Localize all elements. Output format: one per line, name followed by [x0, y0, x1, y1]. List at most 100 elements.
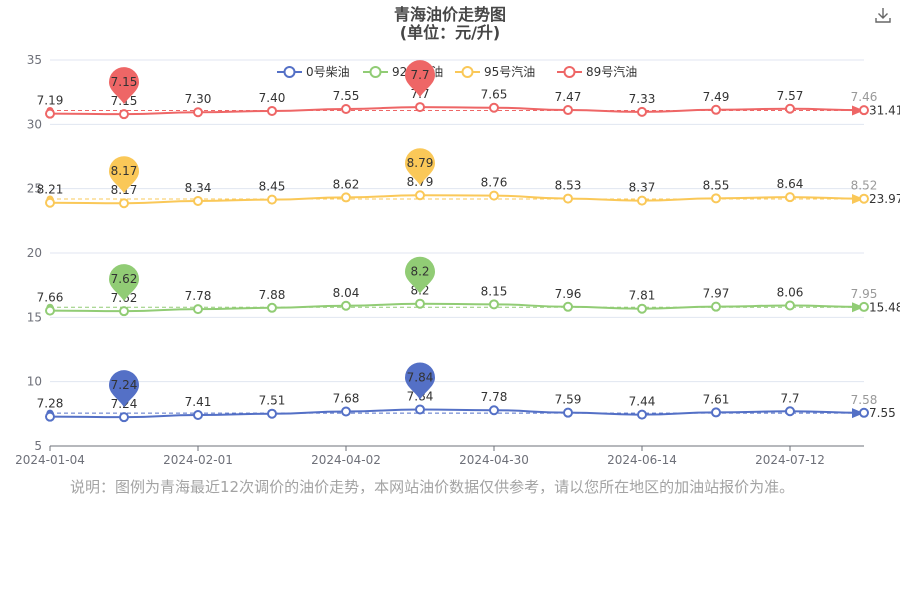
data-label: 7.44 — [629, 395, 656, 409]
data-label: 7.61 — [703, 392, 730, 406]
data-label: 8.64 — [777, 177, 804, 191]
legend-item-0[interactable]: 0号柴油 — [277, 65, 350, 79]
pin-label: 7.7 — [410, 68, 429, 82]
legend-item-2[interactable]: 95号汽油 — [455, 64, 535, 79]
x-tick-label: 2024-02-01 — [163, 453, 233, 467]
download-icon[interactable] — [874, 6, 892, 24]
data-point[interactable] — [415, 102, 425, 113]
data-label: 7.55 — [333, 89, 360, 103]
series-line — [49, 194, 865, 205]
data-point[interactable] — [859, 193, 869, 204]
data-point[interactable] — [341, 192, 351, 203]
data-label: 7.41 — [185, 395, 212, 409]
legend-item-3[interactable]: 89号汽油 — [557, 64, 637, 79]
data-point[interactable] — [267, 408, 277, 419]
legend-marker — [283, 66, 296, 78]
data-label: 7.81 — [629, 289, 656, 303]
data-label: 7.33 — [629, 92, 656, 106]
data-point[interactable] — [119, 412, 129, 423]
data-point[interactable] — [859, 301, 869, 312]
y-tick-label: 30 — [27, 117, 42, 131]
chart-title: 青海油价走势图 — [394, 5, 506, 24]
data-point[interactable] — [341, 406, 351, 417]
data-point[interactable] — [563, 193, 573, 204]
series-2: 23.97 8.21 8.17 8.34 8.45 8.62 8.79 8.76 8.53 8.3… — [37, 148, 900, 209]
data-point[interactable] — [711, 407, 721, 418]
average-arrow — [852, 302, 864, 313]
data-label: 8.04 — [333, 286, 360, 300]
data-label: 8.15 — [481, 284, 508, 298]
data-point[interactable] — [267, 302, 277, 313]
data-point[interactable] — [711, 193, 721, 204]
data-point[interactable] — [489, 190, 499, 201]
data-point[interactable] — [711, 104, 721, 115]
data-point[interactable] — [341, 300, 351, 311]
data-point[interactable] — [119, 306, 129, 317]
data-point[interactable] — [785, 300, 795, 311]
data-label: 7.40 — [259, 91, 286, 105]
data-label: 8.06 — [777, 285, 804, 299]
data-point[interactable] — [45, 411, 55, 422]
series-3: 31.41 7.19 7.15 7.30 7.40 7.55 7.7 7.65 7.47 7.33… — [37, 60, 900, 120]
data-point[interactable] — [489, 299, 499, 310]
data-label: 7.47 — [555, 90, 582, 104]
average-arrow — [852, 408, 864, 419]
data-point[interactable] — [637, 106, 647, 117]
data-point[interactable] — [637, 409, 647, 420]
data-point[interactable] — [415, 190, 425, 201]
data-point[interactable] — [563, 407, 573, 418]
data-label: 8.55 — [703, 178, 730, 192]
data-point[interactable] — [415, 404, 425, 415]
data-point[interactable] — [563, 105, 573, 116]
data-point[interactable] — [193, 304, 203, 315]
data-point[interactable] — [119, 109, 129, 120]
y-axis: 5 10 15 20 25 30 35 — [27, 53, 42, 453]
data-label: 7.57 — [777, 89, 804, 103]
legend-label: 95号汽油 — [484, 64, 535, 79]
data-point[interactable] — [267, 194, 277, 205]
max-pin: 8.2 — [405, 256, 435, 294]
data-point[interactable] — [45, 108, 55, 119]
data-point[interactable] — [637, 303, 647, 314]
min-pin: 7.62 — [109, 264, 139, 302]
data-point[interactable] — [859, 105, 869, 116]
data-label: 7.68 — [333, 392, 360, 406]
data-point[interactable] — [489, 102, 499, 113]
data-point[interactable] — [637, 195, 647, 206]
data-point[interactable] — [785, 103, 795, 114]
average-arrow — [852, 194, 864, 205]
data-point[interactable] — [193, 409, 203, 420]
data-point[interactable] — [785, 192, 795, 203]
data-label: 8.37 — [629, 181, 656, 195]
data-point[interactable] — [341, 104, 351, 115]
data-point[interactable] — [785, 406, 795, 417]
x-tick-label: 2024-06-14 — [607, 453, 677, 467]
data-point[interactable] — [489, 405, 499, 416]
data-label: 8.21 — [37, 183, 64, 197]
legend-label: 0号柴油 — [306, 65, 350, 79]
average-label: 15.48 — [869, 300, 900, 314]
series-line — [49, 408, 865, 419]
data-point[interactable] — [45, 305, 55, 316]
data-point[interactable] — [193, 196, 203, 207]
legend[interactable]: 0号柴油92号汽油95号汽油89号汽油 — [277, 64, 637, 79]
max-pin: 8.79 — [405, 148, 435, 186]
data-label: 7.49 — [703, 90, 730, 104]
data-point[interactable] — [193, 107, 203, 118]
chart-subtitle: (单位：元/升) — [400, 23, 500, 42]
pin-shape — [109, 67, 139, 105]
pin-label: 8.79 — [407, 156, 434, 170]
data-point[interactable] — [711, 301, 721, 312]
x-tick-label: 2024-01-04 — [15, 453, 85, 467]
average-arrow — [852, 105, 864, 116]
data-point[interactable] — [119, 198, 129, 209]
data-point[interactable] — [45, 197, 55, 208]
data-label: 8.34 — [185, 181, 212, 195]
pin-label: 8.2 — [410, 265, 429, 279]
data-point[interactable] — [267, 105, 277, 116]
data-point[interactable] — [563, 301, 573, 312]
y-tick-label: 10 — [27, 375, 42, 389]
data-point[interactable] — [859, 407, 869, 418]
data-point[interactable] — [415, 298, 425, 309]
